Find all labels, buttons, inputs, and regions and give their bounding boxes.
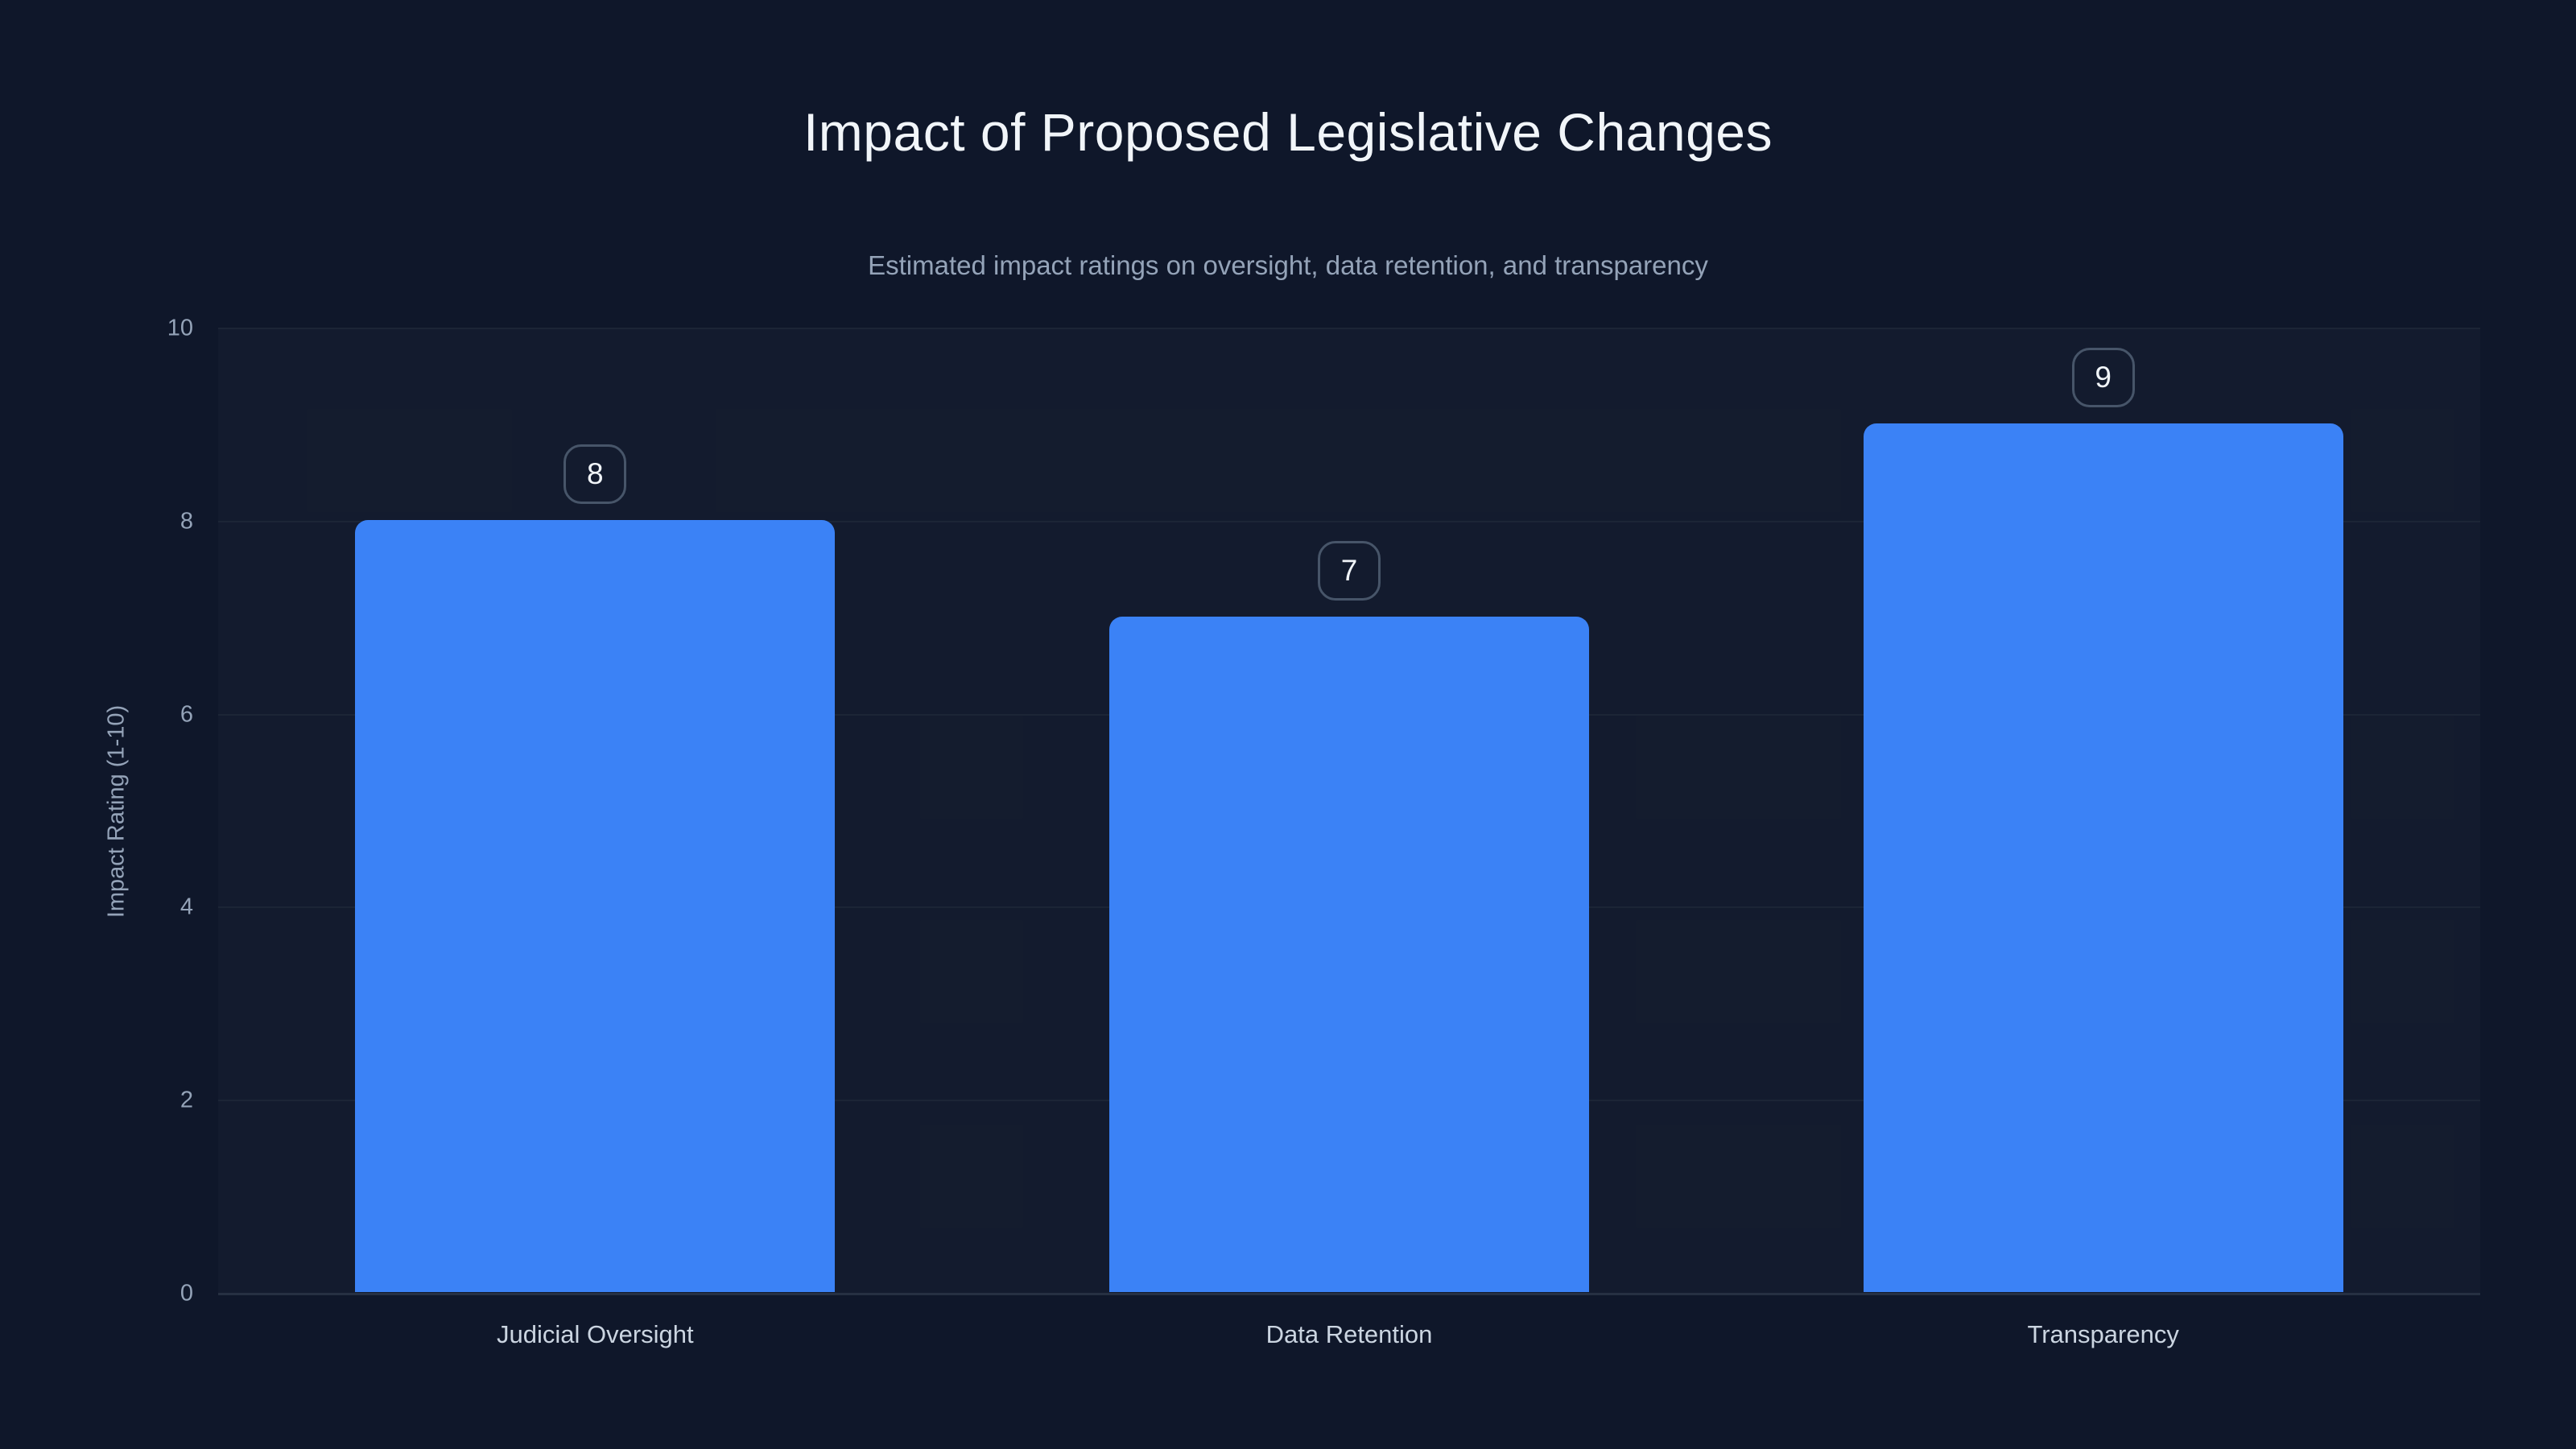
- value-badge-judicial-oversight: 8: [564, 444, 627, 504]
- x-category-label-data-retention: Data Retention: [1265, 1320, 1433, 1348]
- y-tick-label-2: 2: [180, 1087, 193, 1113]
- chart-subtitle: Estimated impact ratings on oversight, d…: [868, 250, 1708, 280]
- plot-area: [218, 328, 2480, 1295]
- value-badge-transparency: 9: [2071, 347, 2135, 407]
- y-tick-label-6: 6: [180, 701, 193, 728]
- bar-transparency[interactable]: [1863, 423, 2343, 1292]
- gridline-y10: [218, 328, 2480, 329]
- y-tick-label-4: 4: [180, 894, 193, 920]
- y-axis-title: Impact Rating (1-10): [103, 704, 130, 919]
- bar-judicial-oversight[interactable]: [355, 519, 836, 1292]
- gridline-y8: [218, 520, 2480, 522]
- x-category-label-judicial-oversight: Judicial Oversight: [497, 1320, 694, 1348]
- value-badge-data-retention: 7: [1318, 540, 1381, 601]
- y-tick-label-10: 10: [167, 315, 193, 341]
- chart-title: Impact of Proposed Legislative Changes: [803, 102, 1773, 162]
- x-category-label-transparency: Transparency: [2027, 1320, 2179, 1348]
- bar-data-retention[interactable]: [1109, 616, 1589, 1292]
- y-tick-label-0: 0: [180, 1280, 193, 1307]
- gridline-y0: [218, 1293, 2480, 1295]
- y-tick-label-8: 8: [180, 508, 193, 535]
